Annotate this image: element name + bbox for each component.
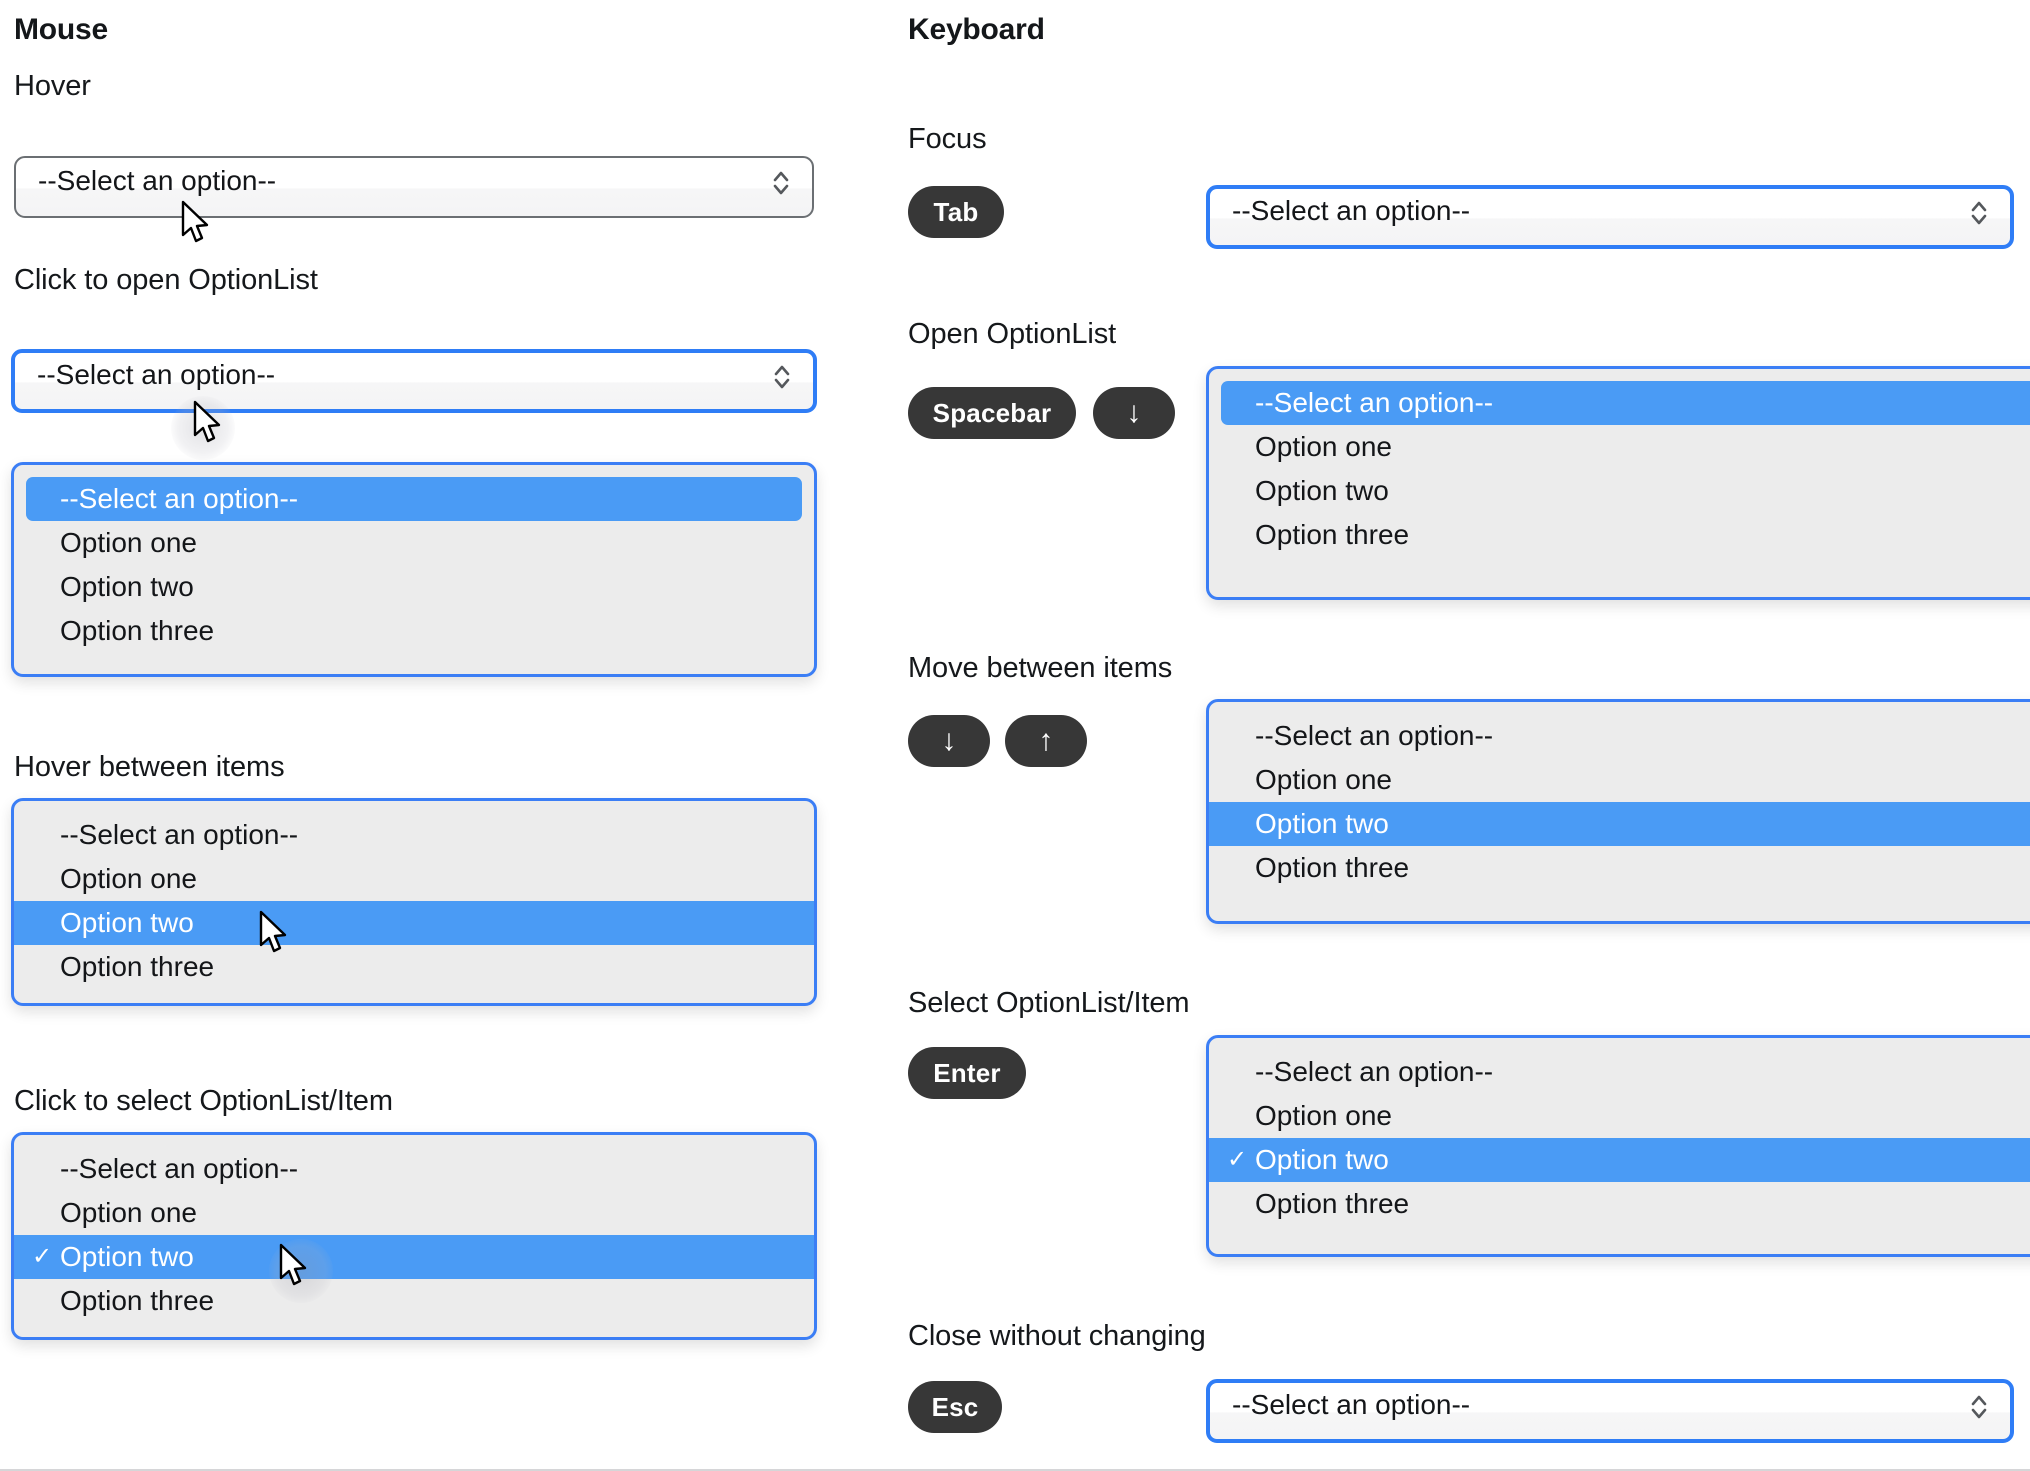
bottom-divider: [0, 1469, 2030, 1471]
option-label: --Select an option--: [1255, 720, 1494, 751]
option-label: Option one: [1255, 431, 1392, 462]
option-label: --Select an option--: [60, 483, 299, 514]
optionlist-click-select[interactable]: --Select an option-- Option one ✓ Option…: [11, 1132, 817, 1340]
option-item[interactable]: --Select an option--: [14, 1147, 814, 1191]
option-label: --Select an option--: [1255, 1056, 1494, 1087]
option-label: Option two: [60, 907, 194, 938]
key-badge-arrow-down[interactable]: ↓: [908, 715, 990, 767]
select-focus[interactable]: --Select an option--: [1206, 185, 2014, 249]
option-item[interactable]: Option two: [14, 565, 814, 609]
option-item[interactable]: Option three: [1209, 513, 2030, 557]
chevron-up-down-icon: [1968, 1390, 1990, 1424]
option-label: --Select an option--: [60, 819, 299, 850]
option-label: Option two: [60, 571, 194, 602]
select-hover[interactable]: --Select an option--: [14, 156, 814, 218]
optionlist-items: --Select an option-- Option one Option t…: [14, 477, 814, 653]
select-close-value: --Select an option--: [1232, 1389, 1471, 1420]
option-item[interactable]: Option two: [14, 901, 814, 945]
option-label: Option two: [1255, 808, 1389, 839]
optionlist-items: --Select an option-- Option one ✓ Option…: [14, 1147, 814, 1323]
optionlist-items: --Select an option-- Option one Option t…: [14, 813, 814, 989]
key-badge-esc[interactable]: Esc: [908, 1381, 1002, 1433]
option-item-selected[interactable]: ✓ Option two: [14, 1235, 814, 1279]
checkmark-icon: ✓: [1227, 1146, 1248, 1173]
option-item[interactable]: Option three: [1209, 1182, 2030, 1226]
option-label: Option one: [1255, 764, 1392, 795]
option-label: Option one: [60, 527, 197, 558]
option-label: Option two: [60, 1241, 194, 1272]
section-label-move-between: Move between items: [908, 652, 1173, 684]
option-item[interactable]: --Select an option--: [1209, 714, 2030, 758]
option-label: --Select an option--: [60, 1153, 299, 1184]
key-badge-tab[interactable]: Tab: [908, 186, 1004, 238]
option-item[interactable]: Option three: [1209, 846, 2030, 890]
option-label: Option one: [60, 863, 197, 894]
column-title-mouse: Mouse: [14, 13, 109, 46]
optionlist-move-between[interactable]: --Select an option-- Option one Option t…: [1206, 699, 2030, 924]
option-item-selected[interactable]: ✓ Option two: [1209, 1138, 2030, 1182]
key-badge-arrow-up[interactable]: ↑: [1005, 715, 1087, 767]
optionlist-items: --Select an option-- Option one ✓ Option…: [1209, 1050, 2030, 1226]
section-label-open-optionlist: Open OptionList: [908, 318, 1117, 350]
checkmark-icon: ✓: [32, 1243, 53, 1270]
option-item[interactable]: Option one: [14, 1191, 814, 1235]
option-item[interactable]: Option one: [1209, 758, 2030, 802]
key-badge-arrow-down[interactable]: ↓: [1093, 387, 1175, 439]
option-label: Option one: [60, 1197, 197, 1228]
select-click-open-value: --Select an option--: [37, 359, 276, 390]
section-label-hover-between: Hover between items: [14, 751, 285, 783]
option-item[interactable]: Option three: [14, 1279, 814, 1323]
option-label: Option three: [60, 1285, 215, 1316]
option-item[interactable]: Option one: [1209, 1094, 2030, 1138]
select-focus-value: --Select an option--: [1232, 195, 1471, 226]
chevron-up-down-icon: [1968, 196, 1990, 230]
option-item[interactable]: --Select an option--: [1209, 1050, 2030, 1094]
option-item[interactable]: --Select an option--: [1221, 381, 2030, 425]
section-label-select-item: Select OptionList/Item: [908, 987, 1190, 1019]
option-item[interactable]: Option one: [14, 857, 814, 901]
option-item[interactable]: Option two: [1209, 469, 2030, 513]
section-label-click-select: Click to select OptionList/Item: [14, 1085, 393, 1117]
optionlist-select-item[interactable]: --Select an option-- Option one ✓ Option…: [1206, 1035, 2030, 1257]
option-item[interactable]: Option one: [1209, 425, 2030, 469]
option-label: Option three: [1255, 519, 1410, 550]
section-label-click-open: Click to open OptionList: [14, 264, 318, 296]
option-label: Option two: [1255, 475, 1389, 506]
option-label: Option one: [1255, 1100, 1392, 1131]
option-item[interactable]: Option three: [14, 945, 814, 989]
select-hover-value: --Select an option--: [38, 165, 277, 196]
option-label: Option three: [1255, 852, 1410, 883]
key-badge-enter[interactable]: Enter: [908, 1047, 1026, 1099]
column-title-keyboard: Keyboard: [908, 13, 1045, 46]
section-label-close-without-changing: Close without changing: [908, 1320, 1206, 1352]
option-label: --Select an option--: [1255, 387, 1494, 418]
option-label: Option three: [60, 615, 215, 646]
option-item[interactable]: --Select an option--: [26, 477, 802, 521]
section-label-hover: Hover: [14, 70, 91, 102]
select-close-without-changing[interactable]: --Select an option--: [1206, 1379, 2014, 1443]
option-item[interactable]: --Select an option--: [14, 813, 814, 857]
option-item[interactable]: Option three: [14, 609, 814, 653]
section-label-focus: Focus: [908, 123, 987, 155]
optionlist-click-open[interactable]: --Select an option-- Option one Option t…: [11, 462, 817, 677]
optionlist-open[interactable]: --Select an option-- Option one Option t…: [1206, 366, 2030, 600]
optionlist-hover-between[interactable]: --Select an option-- Option one Option t…: [11, 798, 817, 1006]
optionlist-items: --Select an option-- Option one Option t…: [1209, 381, 2030, 557]
option-item[interactable]: Option one: [14, 521, 814, 565]
option-item[interactable]: Option two: [1209, 802, 2030, 846]
option-label: Option two: [1255, 1144, 1389, 1175]
optionlist-items: --Select an option-- Option one Option t…: [1209, 714, 2030, 890]
option-label: Option three: [1255, 1188, 1410, 1219]
select-click-open[interactable]: --Select an option--: [11, 349, 817, 413]
option-label: Option three: [60, 951, 215, 982]
key-badge-spacebar[interactable]: Spacebar: [908, 387, 1076, 439]
chevron-up-down-icon: [770, 166, 792, 200]
chevron-up-down-icon: [771, 360, 793, 394]
